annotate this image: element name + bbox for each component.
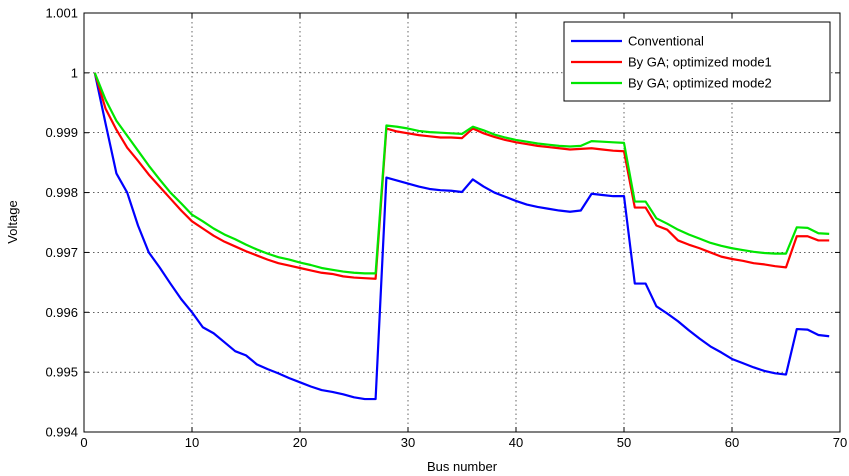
series-line-1 — [93, 72, 830, 401]
x-tick-label: 70 — [833, 435, 847, 450]
legend-label-1: Conventional — [628, 34, 704, 49]
legend: Conventional By GA; optimized mode1 By GA;… — [563, 21, 831, 102]
x-tick-label: 60 — [725, 435, 739, 450]
x-tick-label: 0 — [80, 435, 87, 450]
y-axis-label: Voltage — [5, 200, 20, 243]
x-axis-label: Bus number — [427, 459, 498, 474]
plot-area-frame — [83, 12, 841, 433]
x-tick-label: 10 — [185, 435, 199, 450]
y-tick-label: 1 — [71, 65, 78, 80]
x-tick-label: 50 — [617, 435, 631, 450]
x-tick-label: 30 — [401, 435, 415, 450]
y-tick-label: 0.996 — [45, 305, 78, 320]
y-tick-label: 0.997 — [45, 245, 78, 260]
legend-label-2: By GA; optimized mode1 — [628, 55, 772, 70]
series-lines — [93, 72, 830, 401]
x-tick-label: 20 — [293, 435, 307, 450]
y-tick-label: 1.001 — [45, 6, 78, 21]
legend-label-3: By GA; optimized mode2 — [628, 76, 772, 91]
y-tick-label: 0.994 — [45, 425, 78, 440]
y-tick-label: 0.999 — [45, 125, 78, 140]
axis-ticks: 0 10 20 30 40 50 60 70 0.994 0.995 0.996 0.997 0.998… — [45, 6, 847, 451]
series-line-3 — [93, 72, 830, 275]
x-tick-label: 40 — [509, 435, 523, 450]
y-tick-label: 0.995 — [45, 365, 78, 380]
y-tick-label: 0.998 — [45, 185, 78, 200]
series-line-2 — [93, 72, 830, 280]
